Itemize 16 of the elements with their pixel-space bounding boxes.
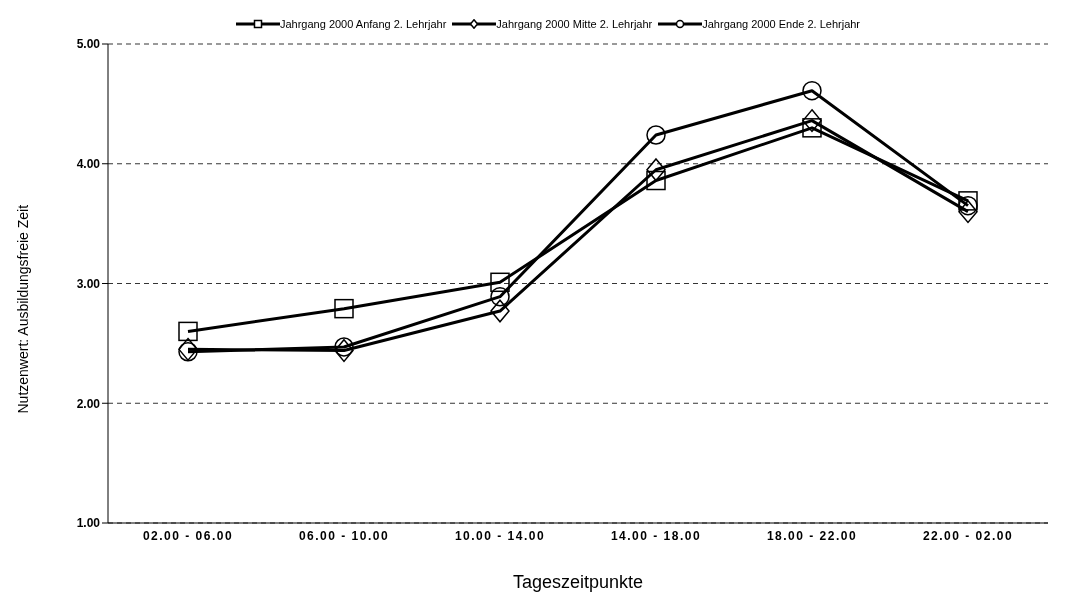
y-tick-label: 5.00 <box>76 37 101 52</box>
x-tick-label: 22.00 - 02.00 <box>922 528 1014 543</box>
x-tick-label: 06.00 - 10.00 <box>298 528 390 543</box>
legend-label: Jahrgang 2000 Anfang 2. Lehrjahr <box>279 18 447 30</box>
legend-label: Jahrgang 2000 Ende 2. Lehrjahr <box>702 18 861 30</box>
x-axis-title: Tageszeitpunkte <box>512 572 644 592</box>
x-tick-label: 10.00 - 14.00 <box>454 528 546 543</box>
legend-label: Jahrgang 2000 Mitte 2. Lehrjahr <box>496 18 653 30</box>
x-tick-label: 14.00 - 18.00 <box>610 528 702 543</box>
y-tick-label: 4.00 <box>76 157 101 172</box>
y-axis-title: Nutzenwert: Ausbildungsfreie Zeit <box>14 204 31 414</box>
x-tick-label: 18.00 - 22.00 <box>766 528 858 543</box>
y-tick-label: 2.00 <box>76 396 101 411</box>
x-tick-label: 02.00 - 06.00 <box>142 528 234 543</box>
y-tick-label: 1.00 <box>76 516 101 531</box>
y-tick-label: 3.00 <box>76 276 101 291</box>
